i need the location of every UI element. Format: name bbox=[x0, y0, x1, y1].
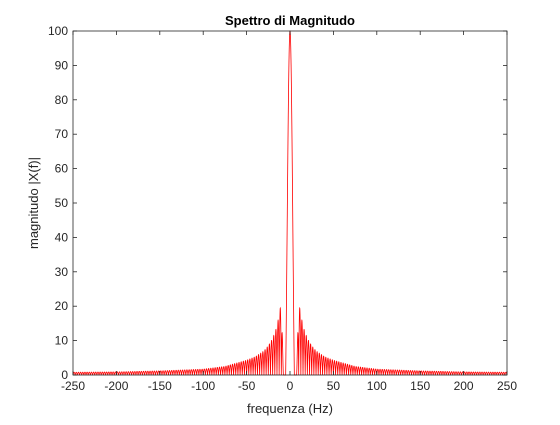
x-tick-label: 50 bbox=[327, 379, 341, 393]
y-tick-label: 90 bbox=[55, 58, 69, 72]
x-tick-label: 0 bbox=[287, 379, 294, 393]
chart-title: Spettro di Magnitudo bbox=[225, 13, 355, 28]
y-tick-label: 10 bbox=[55, 334, 69, 348]
y-tick-label: 20 bbox=[55, 299, 69, 313]
y-tick-label: 100 bbox=[48, 24, 68, 38]
x-tick-label: -200 bbox=[104, 379, 128, 393]
x-tick-label: -100 bbox=[191, 379, 215, 393]
x-tick-label: -50 bbox=[238, 379, 256, 393]
y-tick-label: 50 bbox=[55, 196, 69, 210]
x-tick-label: -150 bbox=[148, 379, 172, 393]
plot-area bbox=[73, 31, 507, 375]
y-tick-label: 60 bbox=[55, 162, 69, 176]
y-tick-label: 40 bbox=[55, 230, 69, 244]
x-tick-label: 200 bbox=[454, 379, 474, 393]
y-tick-label: 30 bbox=[55, 265, 69, 279]
y-tick-label: 70 bbox=[55, 127, 69, 141]
y-tick-label: 80 bbox=[55, 93, 69, 107]
ticks: -250 -200 -150 -100 -50 0 50 100 150 200 250 0 10 20 3… bbox=[48, 24, 517, 393]
x-tick-label: 150 bbox=[410, 379, 430, 393]
x-tick-label: -250 bbox=[61, 379, 85, 393]
y-axis-label: magnitudo |X(f)| bbox=[26, 157, 41, 249]
x-axis-label: frequenza (Hz) bbox=[247, 401, 333, 416]
y-tick-label: 0 bbox=[61, 368, 68, 382]
x-tick-label: 250 bbox=[497, 379, 517, 393]
x-tick-label: 100 bbox=[367, 379, 387, 393]
